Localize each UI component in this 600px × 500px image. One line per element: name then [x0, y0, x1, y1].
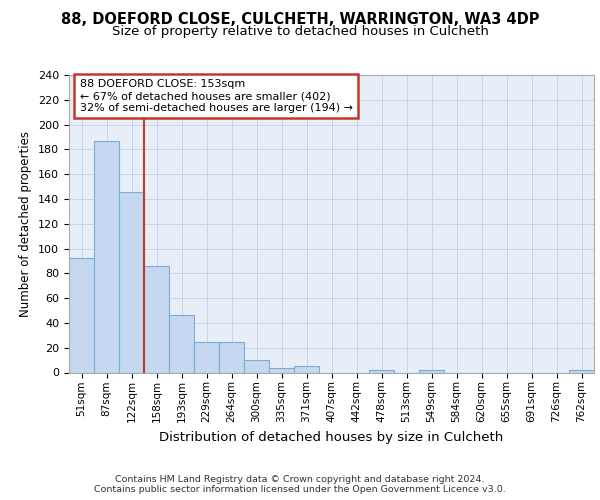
Bar — [169, 316, 194, 372]
Bar — [119, 192, 144, 372]
Bar — [219, 342, 244, 372]
Bar — [369, 370, 394, 372]
Bar — [419, 370, 444, 372]
Y-axis label: Number of detached properties: Number of detached properties — [19, 130, 32, 317]
Text: 88, DOEFORD CLOSE, CULCHETH, WARRINGTON, WA3 4DP: 88, DOEFORD CLOSE, CULCHETH, WARRINGTON,… — [61, 12, 539, 28]
Bar — [269, 368, 294, 372]
Bar — [69, 258, 94, 372]
Bar — [194, 342, 219, 372]
Bar — [144, 266, 169, 372]
Text: Contains HM Land Registry data © Crown copyright and database right 2024.
Contai: Contains HM Land Registry data © Crown c… — [94, 474, 506, 494]
Bar — [294, 366, 319, 372]
Text: 88 DOEFORD CLOSE: 153sqm
← 67% of detached houses are smaller (402)
32% of semi-: 88 DOEFORD CLOSE: 153sqm ← 67% of detach… — [79, 80, 353, 112]
Bar — [94, 140, 119, 372]
X-axis label: Distribution of detached houses by size in Culcheth: Distribution of detached houses by size … — [160, 430, 503, 444]
Bar — [569, 370, 594, 372]
Bar — [244, 360, 269, 372]
Text: Size of property relative to detached houses in Culcheth: Size of property relative to detached ho… — [112, 25, 488, 38]
